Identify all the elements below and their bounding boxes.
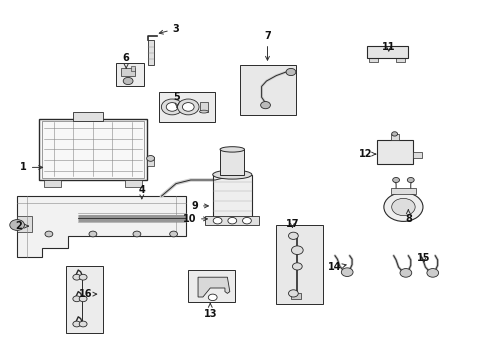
Bar [41,121,144,178]
Circle shape [208,294,217,301]
Circle shape [260,102,270,109]
Bar [395,58,404,62]
Text: 12: 12 [358,149,375,159]
Text: 16: 16 [79,289,97,299]
Bar [412,152,421,158]
Ellipse shape [199,110,208,113]
Bar [146,157,154,166]
Bar [147,40,154,65]
Circle shape [161,99,183,115]
Text: 14: 14 [327,262,346,273]
Bar [121,68,135,76]
Circle shape [291,246,303,255]
Circle shape [391,198,414,216]
Circle shape [288,232,298,239]
Bar [239,65,295,115]
Circle shape [45,231,53,237]
Circle shape [79,296,87,302]
Bar [390,134,398,140]
Text: 4: 4 [138,185,145,199]
Bar [376,140,412,164]
Circle shape [10,220,24,230]
Circle shape [79,274,87,280]
Text: 9: 9 [191,201,208,211]
Bar [66,266,102,333]
Circle shape [213,217,222,224]
Polygon shape [17,196,185,257]
Text: 11: 11 [381,42,395,52]
Circle shape [292,263,302,270]
Circle shape [426,269,438,277]
Text: 10: 10 [182,214,207,224]
Circle shape [288,290,298,297]
Circle shape [182,103,194,111]
Text: 2: 2 [15,221,28,231]
Circle shape [285,68,295,76]
Bar [205,216,259,225]
Circle shape [166,103,178,111]
Ellipse shape [212,170,251,179]
Polygon shape [198,277,229,297]
Circle shape [391,132,397,136]
Ellipse shape [220,147,244,152]
Circle shape [123,77,133,85]
Bar [131,66,135,71]
Text: 7: 7 [264,31,270,60]
Bar [159,92,215,122]
Bar [390,188,415,194]
Bar [116,63,144,86]
Circle shape [242,217,251,224]
Circle shape [133,231,141,237]
Text: 3: 3 [159,24,179,34]
Bar [17,216,32,232]
Bar [212,175,251,218]
Circle shape [392,177,399,183]
Circle shape [73,321,81,327]
Bar [220,149,244,175]
Bar [378,142,410,162]
Bar [188,270,234,302]
Bar [73,112,102,121]
Bar [39,119,146,180]
Circle shape [341,268,352,276]
Circle shape [177,99,199,115]
Bar [368,58,377,62]
Text: 1: 1 [20,162,42,172]
Bar [44,180,61,187]
Bar [276,225,322,304]
Circle shape [399,269,411,277]
Bar [367,47,406,57]
Circle shape [79,321,87,327]
Circle shape [227,217,236,224]
Circle shape [407,177,413,183]
Text: 6: 6 [122,53,129,68]
Text: 17: 17 [285,219,299,229]
Bar [199,102,208,112]
Text: 13: 13 [203,303,217,319]
Bar [124,180,142,187]
Text: 8: 8 [404,210,411,224]
Circle shape [73,296,81,302]
Text: 15: 15 [416,253,430,264]
Circle shape [146,156,154,161]
Circle shape [383,193,422,221]
Bar [366,46,407,58]
Text: 5: 5 [173,92,180,108]
Bar [290,293,300,299]
Circle shape [73,274,81,280]
Circle shape [89,231,97,237]
Circle shape [169,231,177,237]
